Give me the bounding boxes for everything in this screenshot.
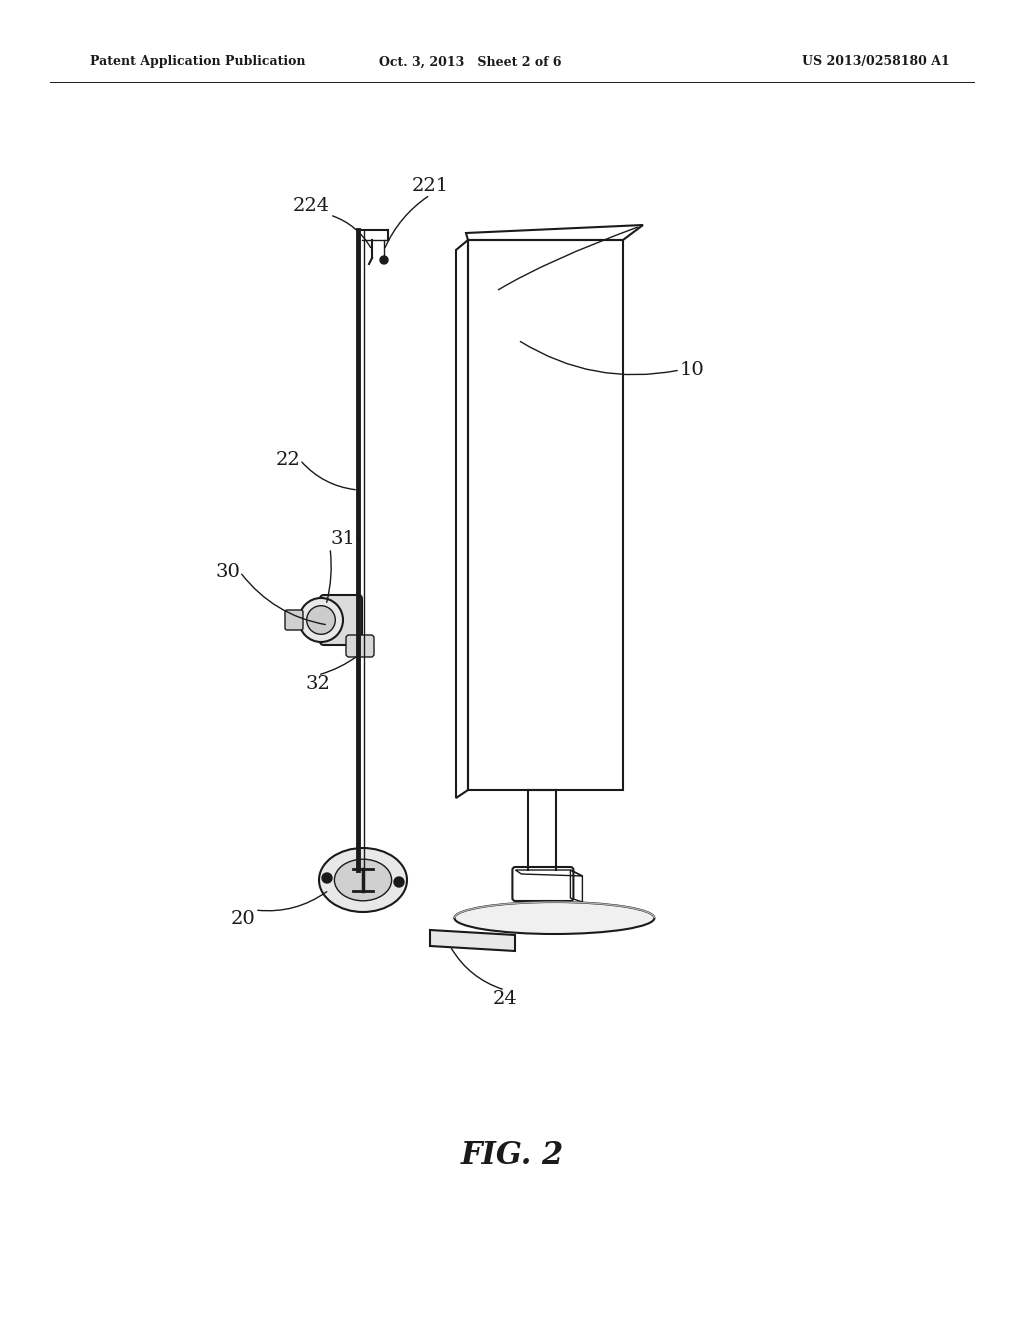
Ellipse shape <box>319 847 407 912</box>
Ellipse shape <box>335 859 391 900</box>
Polygon shape <box>430 931 515 950</box>
Text: 10: 10 <box>680 360 705 379</box>
Ellipse shape <box>455 902 654 935</box>
Text: 30: 30 <box>215 564 240 581</box>
FancyBboxPatch shape <box>285 610 303 630</box>
FancyBboxPatch shape <box>319 595 362 645</box>
Circle shape <box>307 606 335 635</box>
Circle shape <box>299 598 343 642</box>
Text: 24: 24 <box>493 990 517 1008</box>
Text: FIG. 2: FIG. 2 <box>461 1139 563 1171</box>
Text: 32: 32 <box>305 675 331 693</box>
Text: US 2013/0258180 A1: US 2013/0258180 A1 <box>802 55 950 69</box>
Circle shape <box>380 256 388 264</box>
Text: 221: 221 <box>412 177 449 195</box>
Text: 20: 20 <box>230 909 255 928</box>
Text: 224: 224 <box>293 197 330 215</box>
Circle shape <box>394 876 404 887</box>
Text: Oct. 3, 2013   Sheet 2 of 6: Oct. 3, 2013 Sheet 2 of 6 <box>379 55 561 69</box>
Text: 22: 22 <box>275 451 300 469</box>
Text: 31: 31 <box>330 531 355 548</box>
FancyBboxPatch shape <box>346 635 374 657</box>
Circle shape <box>322 873 332 883</box>
Text: Patent Application Publication: Patent Application Publication <box>90 55 305 69</box>
